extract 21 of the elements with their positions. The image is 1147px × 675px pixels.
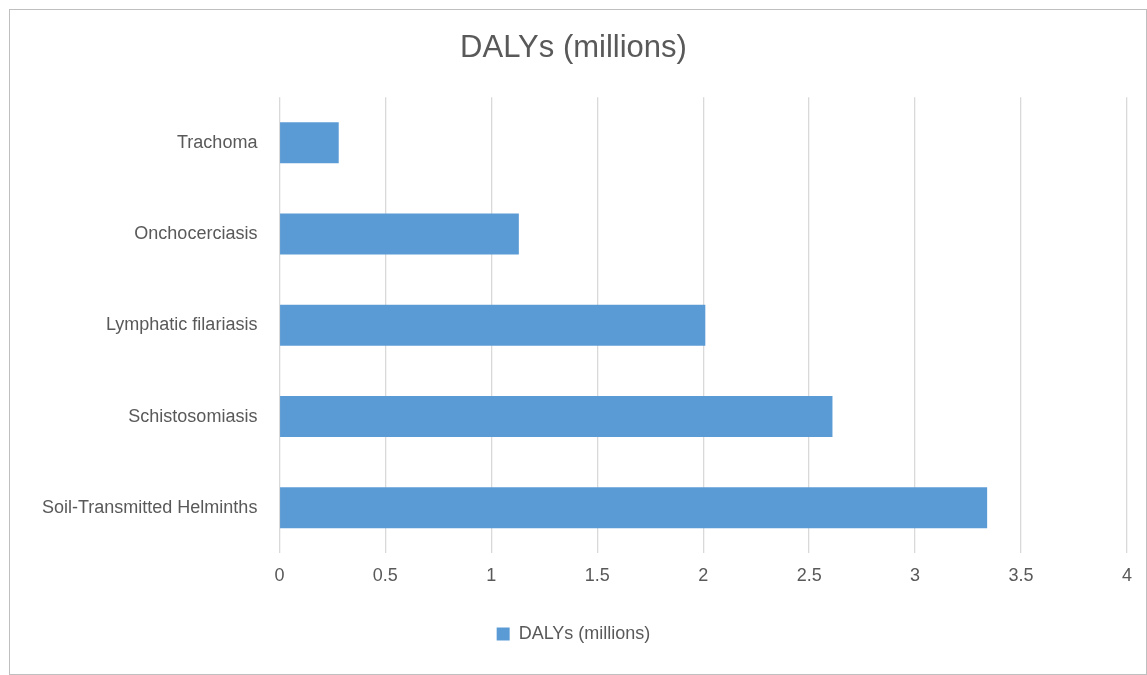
chart-title: DALYs (millions)	[460, 29, 687, 65]
y-tick-label: Trachoma	[177, 131, 259, 152]
bar	[280, 487, 988, 529]
x-tick-label: 0	[274, 565, 285, 586]
x-tick-label: 4	[1121, 565, 1133, 586]
y-tick-label: Lymphatic filariasis	[106, 314, 258, 335]
legend-label: DALYs (millions)	[518, 622, 651, 643]
y-tick-label: Schistosomiasis	[128, 405, 258, 426]
y-tick-label: Soil-Transmitted Helminths	[41, 496, 258, 517]
bar	[280, 396, 833, 438]
x-tick-label: 2.5	[796, 565, 822, 586]
x-tick-label: 3.5	[1008, 565, 1034, 586]
bar	[280, 122, 339, 164]
x-tick-label: 0.5	[372, 565, 398, 586]
bar	[280, 213, 519, 255]
x-tick-label: 2	[698, 565, 709, 586]
x-tick-label: 1	[486, 565, 497, 586]
x-tick-label: 3	[910, 565, 921, 586]
y-tick-label: Onchocerciasis	[134, 223, 258, 244]
x-tick-label: 1.5	[584, 565, 610, 586]
bar	[280, 304, 706, 346]
